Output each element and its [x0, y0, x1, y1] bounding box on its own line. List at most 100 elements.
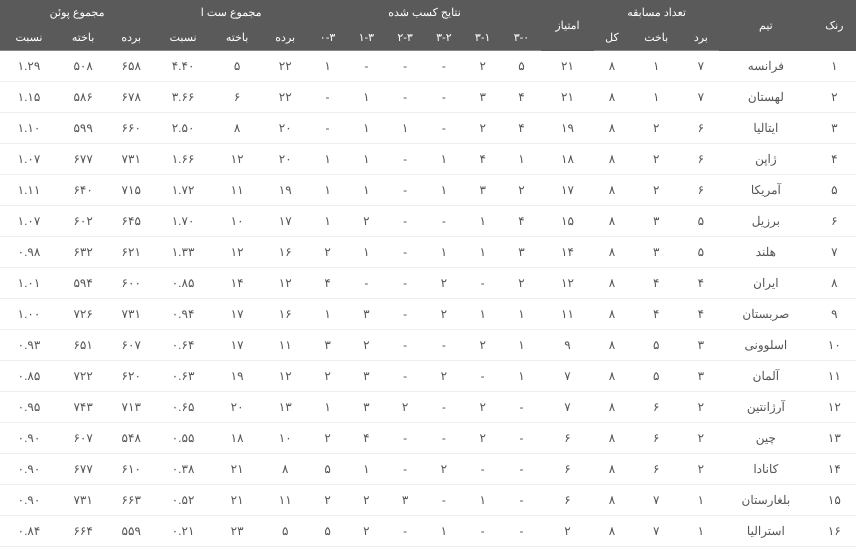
- cell-l: ۳: [630, 206, 683, 237]
- cell-r31: -: [463, 268, 502, 299]
- cell-w: ۲: [683, 392, 719, 423]
- cell-sw: ۱۶: [262, 237, 308, 268]
- cell-t: ۸: [594, 361, 630, 392]
- cell-t: ۸: [594, 206, 630, 237]
- table-row: ۹صربستان۴۴۸۱۱۱۱۲-۳۱۱۶۱۷۰.۹۴۷۳۱۷۲۶۱.۰۰: [0, 299, 856, 330]
- table-row: ۱۰اسلوونی۳۵۸۹۱۲--۲۳۱۱۱۷۰.۶۴۶۰۷۶۵۱۰.۹۳: [0, 330, 856, 361]
- cell-r30: ۴: [502, 206, 541, 237]
- header-plost: باخته: [58, 25, 108, 51]
- cell-team: چین: [719, 423, 813, 454]
- cell-r30: -: [502, 516, 541, 547]
- header-loss: باخت: [630, 25, 683, 51]
- cell-sl: ۱۷: [212, 330, 262, 361]
- cell-l: ۷: [630, 485, 683, 516]
- cell-pt: ۱۱: [541, 299, 594, 330]
- cell-r13: ۲: [347, 516, 386, 547]
- cell-pl: ۶۵۱: [58, 330, 108, 361]
- cell-w: ۱: [683, 485, 719, 516]
- cell-pr: ۰.۹۰: [0, 423, 58, 454]
- cell-r03: ۱: [308, 51, 347, 82]
- cell-r23: -: [386, 454, 425, 485]
- cell-pw: ۶۴۵: [108, 206, 154, 237]
- cell-pr: ۰.۸۴: [0, 516, 58, 547]
- cell-sr: ۰.۶۵: [154, 392, 212, 423]
- cell-pt: ۶: [541, 423, 594, 454]
- cell-r32: -: [425, 51, 464, 82]
- cell-rank: ۱۵: [813, 485, 856, 516]
- cell-r23: ۱: [386, 113, 425, 144]
- header-matches: تعداد مسابقه: [594, 0, 719, 25]
- cell-r23: -: [386, 516, 425, 547]
- cell-sl: ۲۰: [212, 392, 262, 423]
- header-r31: ۳-۱: [463, 25, 502, 51]
- cell-sw: ۲۰: [262, 144, 308, 175]
- cell-t: ۸: [594, 144, 630, 175]
- cell-t: ۸: [594, 392, 630, 423]
- cell-r31: ۲: [463, 423, 502, 454]
- cell-r03: -: [308, 113, 347, 144]
- cell-pw: ۷۳۱: [108, 144, 154, 175]
- table-row: ۷هلند۵۳۸۱۴۳۱۱-۱۲۱۶۱۲۱.۳۳۶۲۱۶۳۲۰.۹۸: [0, 237, 856, 268]
- cell-r23: ۲: [386, 392, 425, 423]
- cell-sr: ۰.۸۵: [154, 268, 212, 299]
- cell-pl: ۷۲۲: [58, 361, 108, 392]
- table-row: ۱۶استرالیا۱۷۸۲--۱-۲۵۵۲۳۰.۲۱۵۵۹۶۶۴۰.۸۴: [0, 516, 856, 547]
- cell-pt: ۷: [541, 392, 594, 423]
- cell-pw: ۷۱۳: [108, 392, 154, 423]
- cell-rank: ۲: [813, 82, 856, 113]
- cell-sr: ۱.۷۰: [154, 206, 212, 237]
- cell-r13: -: [347, 268, 386, 299]
- cell-sl: ۱۴: [212, 268, 262, 299]
- cell-w: ۳: [683, 330, 719, 361]
- header-r30: ۳-۰: [502, 25, 541, 51]
- cell-t: ۸: [594, 113, 630, 144]
- cell-sr: ۰.۶۴: [154, 330, 212, 361]
- cell-r32: -: [425, 485, 464, 516]
- cell-r32: -: [425, 423, 464, 454]
- cell-rank: ۶: [813, 206, 856, 237]
- cell-r23: -: [386, 268, 425, 299]
- cell-team: ژاپن: [719, 144, 813, 175]
- cell-rank: ۱۴: [813, 454, 856, 485]
- table-row: ۳ایتالیا۶۲۸۱۹۴۲-۱۱-۲۰۸۲.۵۰۶۶۰۵۹۹۱.۱۰: [0, 113, 856, 144]
- cell-r23: -: [386, 299, 425, 330]
- cell-l: ۵: [630, 361, 683, 392]
- cell-r32: ۱: [425, 175, 464, 206]
- cell-pr: ۰.۹۵: [0, 392, 58, 423]
- cell-pw: ۶۶۳: [108, 485, 154, 516]
- cell-pl: ۶۷۷: [58, 144, 108, 175]
- cell-r23: -: [386, 51, 425, 82]
- cell-pw: ۶۰۰: [108, 268, 154, 299]
- cell-r23: -: [386, 330, 425, 361]
- cell-sr: ۳.۶۶: [154, 82, 212, 113]
- cell-rank: ۸: [813, 268, 856, 299]
- cell-r31: ۱: [463, 299, 502, 330]
- cell-sw: ۱۱: [262, 330, 308, 361]
- cell-pl: ۵۸۶: [58, 82, 108, 113]
- cell-team: بلغارستان: [719, 485, 813, 516]
- cell-r03: ۳: [308, 330, 347, 361]
- standings-table: رنک تیم تعداد مسابقه امتیاز نتایج کسب شد…: [0, 0, 856, 547]
- cell-r13: ۳: [347, 392, 386, 423]
- cell-pw: ۶۶۰: [108, 113, 154, 144]
- cell-pr: ۱.۱۵: [0, 82, 58, 113]
- cell-r13: ۳: [347, 361, 386, 392]
- cell-sr: ۰.۵۲: [154, 485, 212, 516]
- cell-pr: ۱.۰۱: [0, 268, 58, 299]
- cell-r03: ۲: [308, 361, 347, 392]
- cell-rank: ۱۳: [813, 423, 856, 454]
- cell-r13: ۴: [347, 423, 386, 454]
- cell-rank: ۳: [813, 113, 856, 144]
- cell-r30: ۴: [502, 113, 541, 144]
- cell-sr: ۰.۶۳: [154, 361, 212, 392]
- cell-r03: ۲: [308, 485, 347, 516]
- cell-l: ۲: [630, 144, 683, 175]
- table-row: ۴ژاپن۶۲۸۱۸۱۴۱-۱۱۲۰۱۲۱.۶۶۷۳۱۶۷۷۱.۰۷: [0, 144, 856, 175]
- cell-sw: ۲۲: [262, 51, 308, 82]
- cell-pr: ۰.۸۵: [0, 361, 58, 392]
- cell-w: ۲: [683, 454, 719, 485]
- cell-r30: ۱: [502, 330, 541, 361]
- cell-r31: ۲: [463, 330, 502, 361]
- cell-r30: ۱: [502, 299, 541, 330]
- cell-team: آرژانتین: [719, 392, 813, 423]
